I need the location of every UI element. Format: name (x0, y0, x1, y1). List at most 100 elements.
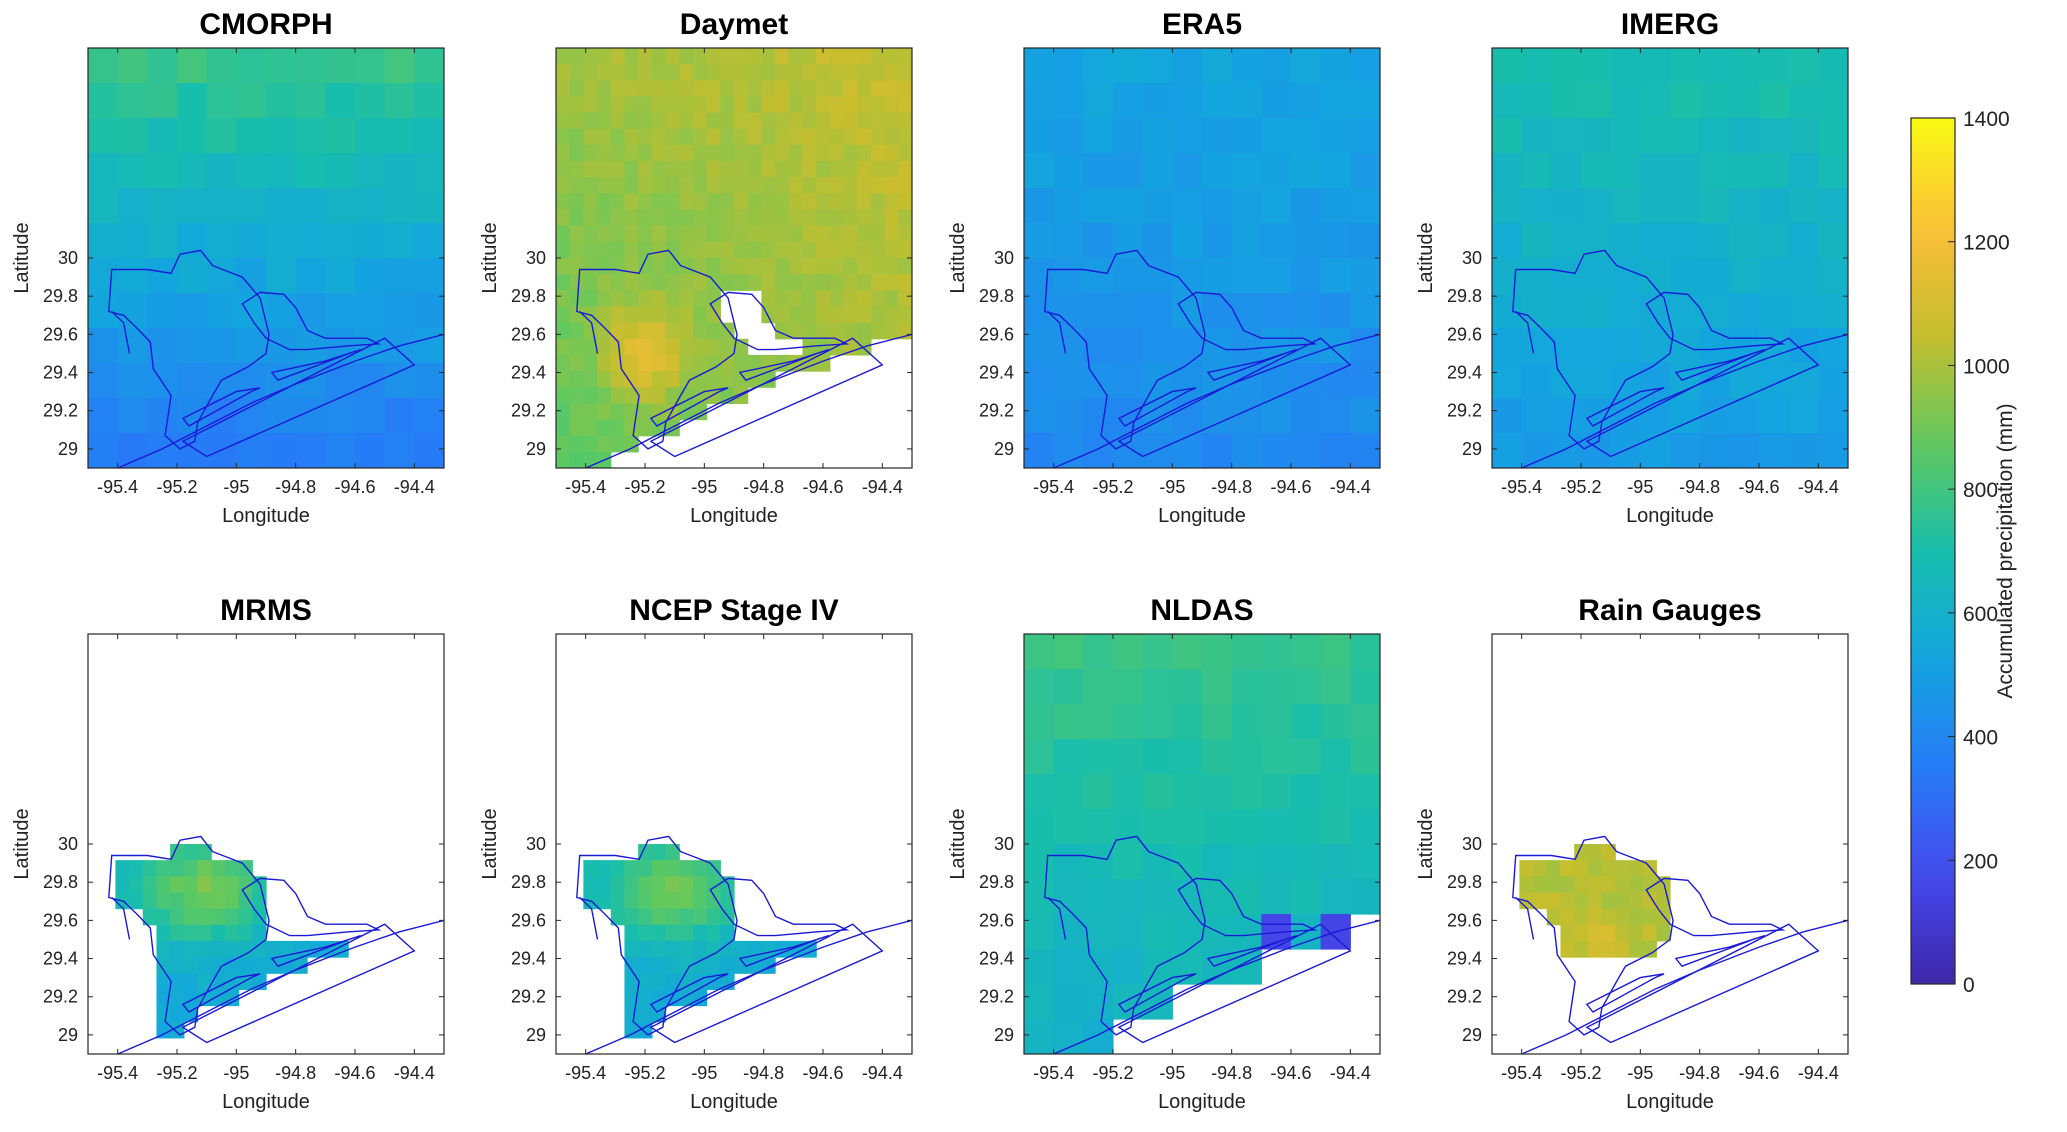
raster-cell (1231, 774, 1262, 810)
raster-cell (898, 306, 912, 324)
raster-cell (734, 96, 749, 114)
raster-cell (610, 274, 626, 291)
x-tick-label: -95 (1159, 477, 1185, 497)
raster-cell (211, 876, 226, 894)
raster-cell (651, 908, 667, 926)
raster-cell (788, 112, 804, 130)
raster-cell (1202, 844, 1233, 880)
raster-cell (720, 177, 735, 194)
y-tick-label: 30 (526, 248, 546, 268)
raster-cell (651, 924, 667, 942)
raster-cell (692, 144, 708, 162)
raster-cell (236, 118, 267, 154)
raster-cell (556, 435, 571, 453)
raster-cell (706, 354, 721, 372)
raster-cell (761, 241, 776, 259)
raster-cell (556, 322, 571, 340)
raster-cell (569, 177, 584, 194)
raster-cell (583, 371, 598, 388)
raster-cell (692, 274, 708, 291)
raster-cell (610, 80, 626, 98)
raster-cell (1533, 892, 1548, 910)
raster-cell (761, 306, 776, 324)
raster-cell (556, 338, 571, 356)
raster-cell (1574, 844, 1589, 861)
raster-cell (843, 258, 858, 275)
raster-cell (236, 363, 267, 399)
raster-cell (692, 876, 708, 894)
raster-cell (1291, 293, 1322, 329)
x-tick-label: -95 (1627, 477, 1653, 497)
raster-cell (117, 223, 148, 259)
raster-cell (884, 96, 899, 114)
raster-cell (1533, 860, 1548, 877)
raster-cell (1172, 223, 1203, 259)
y-tick-label: 29.2 (511, 401, 546, 421)
raster-cell (1320, 704, 1351, 740)
raster-cell (1291, 153, 1322, 189)
raster-cell (170, 973, 185, 990)
raster-cell (129, 876, 144, 894)
raster-cell (569, 96, 584, 114)
y-tick-label: 30 (1462, 834, 1482, 854)
raster-cell (898, 258, 912, 275)
raster-cell (1551, 258, 1582, 294)
raster-cell (706, 48, 721, 65)
raster-cell (761, 161, 776, 178)
raster-cell (1291, 48, 1322, 84)
raster-cell (147, 293, 178, 329)
raster-cell (788, 258, 804, 275)
raster-cell (706, 940, 721, 958)
raster-cell (1261, 739, 1292, 775)
y-axis-label: Latitude (1415, 808, 1437, 879)
raster-cell (1142, 739, 1173, 775)
raster-cell (761, 274, 776, 291)
raster-cell (1320, 669, 1351, 705)
raster-cell (1083, 258, 1114, 294)
raster-cell (1024, 258, 1055, 294)
raster-cell (816, 193, 831, 211)
raster-cell (224, 957, 240, 974)
y-tick-label: 30 (58, 248, 78, 268)
raster-cell (706, 225, 721, 243)
raster-cell (692, 209, 708, 227)
raster-cell (1291, 433, 1322, 468)
raster-cell (679, 908, 694, 926)
raster-cell (816, 112, 831, 130)
raster-cell (665, 64, 680, 81)
raster-cell (802, 322, 817, 340)
x-tick-label: -95.2 (624, 1063, 665, 1083)
raster-cell (177, 188, 208, 224)
raster-cell (597, 80, 612, 98)
raster-cell (1261, 844, 1292, 880)
raster-cell (384, 48, 415, 84)
raster-cell (624, 144, 639, 162)
raster-cell (1656, 924, 1671, 942)
raster-cell (1574, 876, 1589, 894)
x-tick-label: -95.4 (1501, 477, 1542, 497)
y-tick-label: 29.8 (1447, 872, 1482, 892)
raster-cell (610, 144, 626, 162)
raster-cell (1759, 153, 1790, 189)
raster-cell (1202, 48, 1233, 84)
raster-cell (1083, 949, 1114, 985)
raster-cell (843, 290, 858, 308)
raster-cell (129, 860, 144, 877)
y-tick-label: 29.6 (1447, 910, 1482, 930)
raster-cell (692, 128, 708, 146)
raster-cell (816, 96, 831, 114)
raster-cell (775, 112, 790, 130)
raster-cell (156, 940, 171, 958)
raster-cell (624, 908, 639, 926)
raster-cell (706, 193, 721, 211)
raster-cell (857, 258, 872, 275)
raster-cell (117, 188, 148, 224)
raster-cell (170, 844, 185, 861)
raster-cell (1320, 153, 1351, 189)
raster-cell (414, 363, 444, 399)
raster-cell (236, 398, 267, 434)
raster-cell (1172, 809, 1203, 845)
raster-cell (597, 860, 612, 877)
raster-cell (651, 354, 667, 372)
raster-cell (117, 433, 148, 468)
